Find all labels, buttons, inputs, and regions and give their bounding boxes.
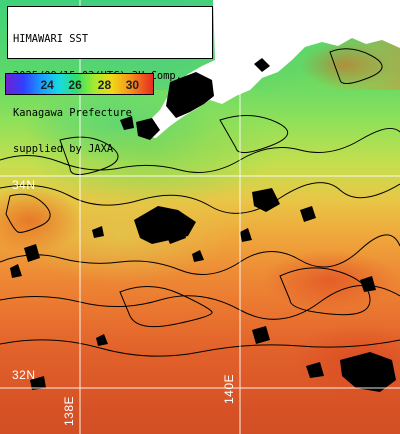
title-line-credit: supplied by JAXA — [13, 143, 114, 156]
lat-label-34n: 34N — [12, 178, 36, 192]
lon-label-140e: 140E — [222, 373, 236, 404]
legend-label-28: 28 — [97, 78, 112, 92]
title-box: HIMAWARI SST 2025/09/15 03(UTC) 3H Comp.… — [7, 6, 213, 155]
legend-label-24: 24 — [40, 78, 54, 92]
legend-label-26: 26 — [68, 78, 82, 92]
title-line-product: HIMAWARI SST — [13, 33, 89, 46]
isotherms — [0, 48, 400, 357]
legend-label-30: 30 — [125, 78, 140, 92]
land-honshu — [144, 0, 400, 138]
temperature-legend: 24 26 28 30 — [5, 73, 154, 95]
title-line-region: Kanagawa Prefecture — [13, 106, 132, 119]
cloud-mask — [10, 58, 396, 392]
lat-label-32n: 32N — [12, 368, 36, 382]
lon-label-138e: 138E — [62, 395, 76, 426]
